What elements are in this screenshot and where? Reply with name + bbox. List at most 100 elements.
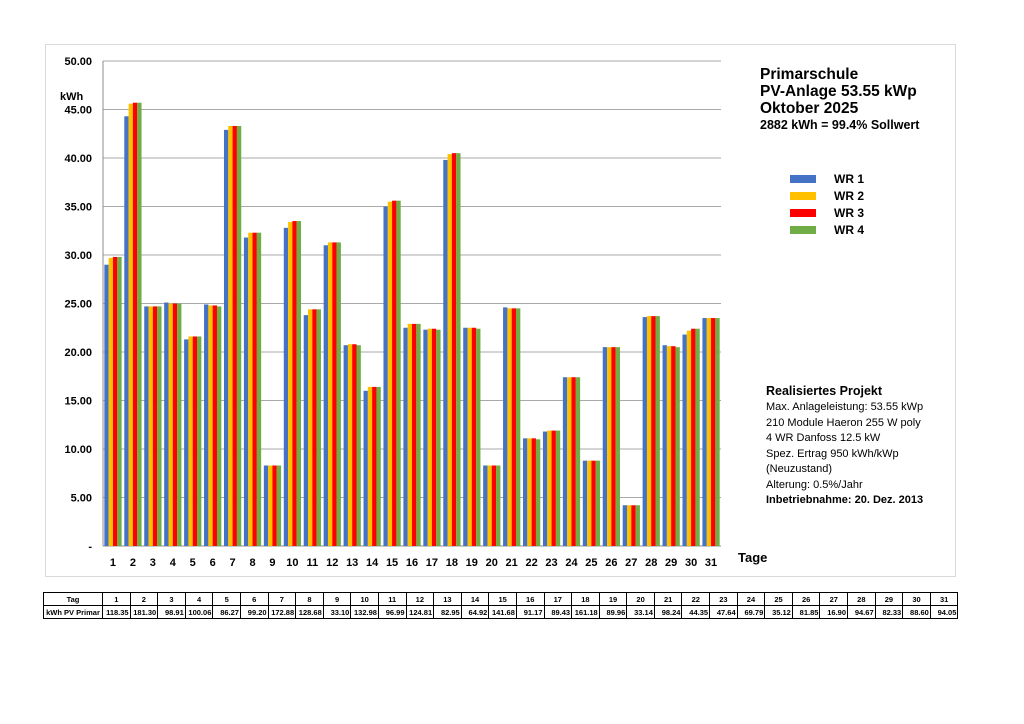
bar-wr3 (671, 346, 676, 546)
bar-wr4 (655, 316, 660, 546)
table-cell-day: 15 (488, 592, 517, 606)
bar-wr2 (128, 103, 133, 547)
bar-wr1 (562, 377, 568, 546)
y-tick-label: 15.00 (64, 396, 92, 408)
x-tick-label: 2 (130, 557, 136, 569)
legend-swatch-wr1 (790, 174, 816, 183)
table-cell-value: 128.68 (295, 605, 324, 619)
table-cell-value: 64.92 (460, 605, 490, 619)
bar-wr1 (423, 329, 428, 546)
bar-wr1 (622, 505, 628, 546)
bar-wr3 (132, 102, 138, 547)
table-cell-value: 33.10 (322, 605, 352, 619)
bar-wr3 (631, 505, 636, 546)
bar-wr4 (396, 200, 401, 546)
table-row-days: Tag 1 2 3 4 5 6 7 8 9 10 11 12 13 14 15 16 17 18 19 20 21 22 2… (43, 592, 959, 606)
bar-wr1 (124, 116, 129, 546)
table-cell-day: 2 (129, 592, 159, 606)
bar-wr1 (104, 264, 109, 546)
legend-item-wr3: WR 3 (790, 204, 864, 221)
bar-wr2 (427, 328, 432, 546)
table-cell-value: 172.88 (267, 605, 297, 619)
table-cell-value: 89.96 (598, 605, 628, 619)
project-info: Realisiertes Projekt Max. Anlageleistung… (766, 382, 923, 509)
bar-wr3 (212, 305, 217, 546)
table-cell-value: 35.12 (764, 605, 793, 619)
bar-wr1 (483, 465, 488, 546)
project-line: 210 Module Haeron 255 W poly (766, 416, 921, 429)
bar-wr3 (352, 344, 357, 546)
bar-wr1 (503, 307, 508, 546)
table-cell-day: 8 (295, 592, 324, 606)
legend-swatch-wr2 (790, 191, 816, 200)
x-tick-label: 7 (230, 557, 236, 569)
bar-wr2 (288, 222, 293, 546)
bar-wr4 (416, 323, 421, 546)
bar-wr4 (615, 347, 621, 546)
y-tick-label: 50.00 (64, 56, 92, 68)
bar-wr2 (148, 306, 153, 546)
table-cell-day: 31 (929, 592, 959, 606)
table-cell-value: 16.90 (819, 605, 849, 619)
table-cell-value: 86.27 (212, 605, 241, 619)
x-tick-label: 14 (366, 557, 379, 569)
x-tick-label: 26 (605, 557, 617, 569)
bar-wr3 (591, 460, 596, 546)
x-tick-label: 10 (286, 557, 298, 569)
bar-wr2 (447, 154, 452, 546)
bar-wr2 (367, 386, 373, 546)
bar-wr3 (571, 377, 576, 546)
bar-wr1 (463, 327, 468, 546)
bar-wr1 (662, 345, 667, 546)
bar-wr3 (551, 430, 556, 546)
table-cell-day: 24 (736, 592, 766, 606)
bar-wr4 (496, 465, 501, 546)
bar-wr4 (276, 465, 282, 546)
legend-item-wr2: WR 2 (790, 187, 864, 204)
bar-wr2 (248, 232, 253, 546)
bar-wr4 (117, 256, 122, 546)
bar-wr1 (403, 327, 408, 546)
table-cell-day: 29 (874, 592, 904, 606)
y-tick-label: 25.00 (64, 299, 92, 311)
chart-title-line-1: Primarschule (760, 66, 859, 83)
table-cell-day: 21 (653, 592, 683, 606)
x-tick-label: 29 (665, 557, 677, 569)
bar-wr4 (236, 125, 242, 547)
bar-wr1 (184, 339, 189, 546)
bar-wr3 (112, 256, 118, 546)
table-cell-day: 26 (791, 592, 821, 606)
bar-wr4 (336, 242, 341, 546)
table-cell-day: 13 (433, 592, 462, 606)
bar-wr2 (626, 505, 632, 546)
bar-wr4 (595, 460, 601, 546)
daily-yield-table: Tag 1 2 3 4 5 6 7 8 9 10 11 12 13 14 15 16 17 18 19 20 21 22 2… (43, 592, 959, 619)
x-tick-label: 20 (486, 557, 498, 569)
bar-wr1 (443, 159, 448, 546)
x-tick-label: 5 (190, 557, 196, 569)
bar-wr3 (332, 242, 337, 546)
table-cell-value: 100.06 (184, 605, 214, 619)
bar-wr2 (308, 309, 313, 546)
bar-wr4 (177, 303, 182, 546)
bar-wr2 (228, 125, 233, 547)
bar-wr1 (642, 317, 647, 546)
table-cell-day: 30 (902, 592, 931, 606)
bar-wr4 (376, 386, 381, 546)
table-cell-value: 47.64 (709, 605, 738, 619)
bar-wr1 (283, 227, 289, 546)
table-cell-value: 81.85 (791, 605, 821, 619)
bar-wr2 (208, 305, 213, 546)
table-cell-value: 89.43 (543, 605, 573, 619)
x-tick-label: 12 (326, 557, 338, 569)
bar-wr2 (108, 257, 114, 546)
bar-wr2 (407, 323, 413, 546)
y-tick-label: 30.00 (64, 250, 92, 262)
x-tick-label: 6 (210, 557, 216, 569)
table-cell-day: 11 (377, 592, 407, 606)
table-cell-day: 5 (212, 592, 241, 606)
bar-wr3 (611, 347, 616, 546)
bar-wr1 (602, 347, 608, 546)
legend-item-wr4: WR 4 (790, 221, 864, 238)
table-cell-value: 124.81 (405, 605, 435, 619)
